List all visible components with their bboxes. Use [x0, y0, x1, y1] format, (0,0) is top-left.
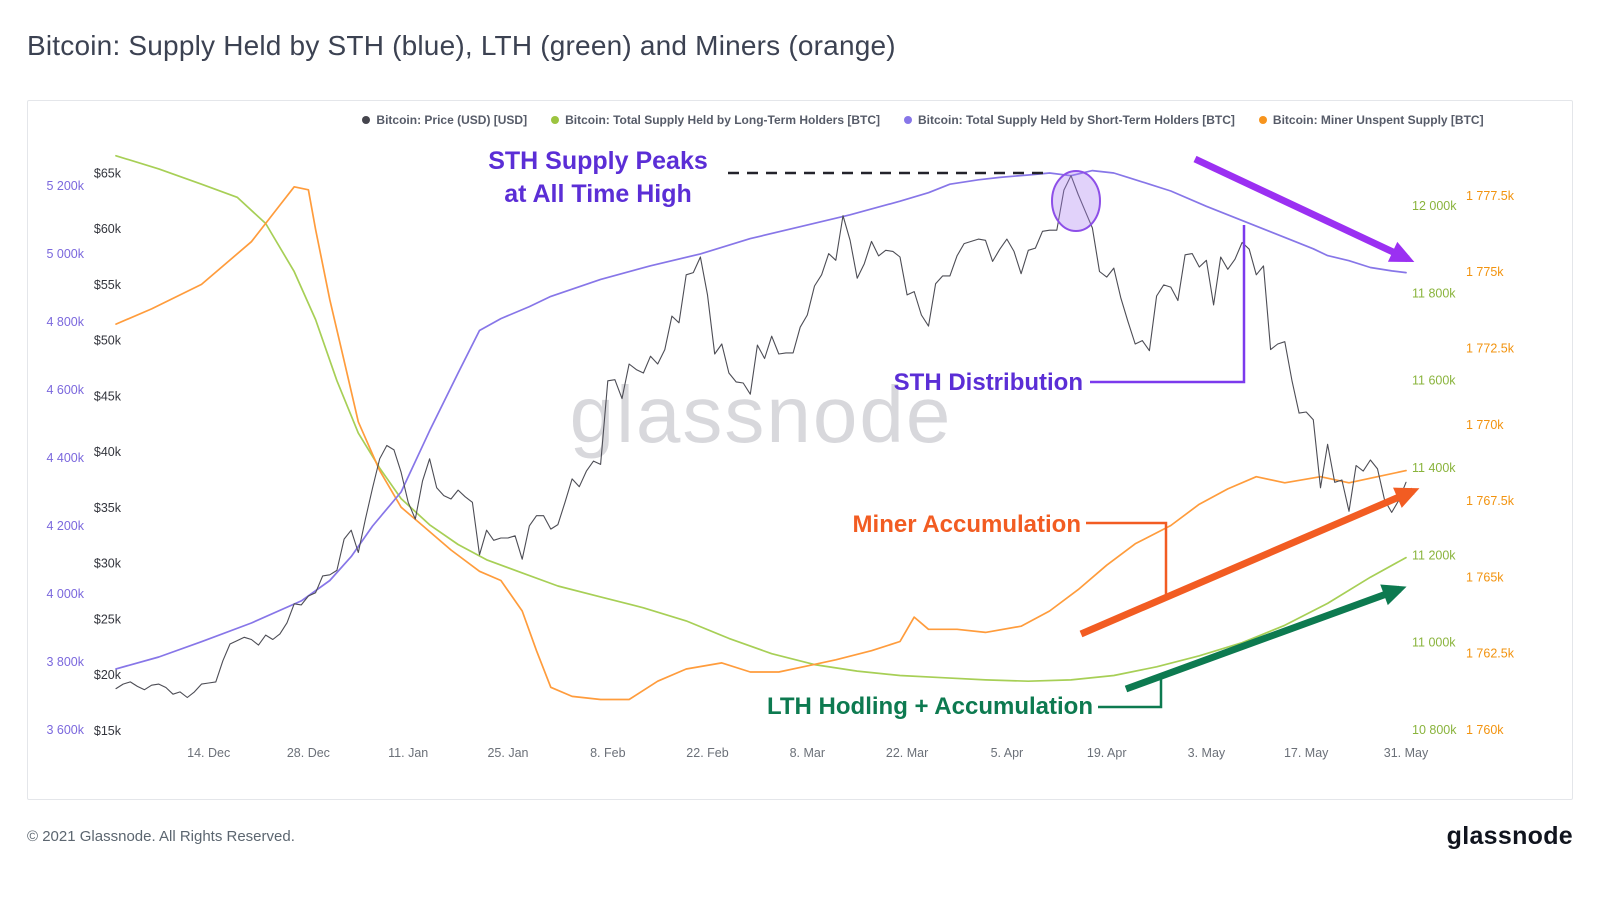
sth-distribution-arrow — [1193, 155, 1415, 263]
x-tick-date: 11. Jan — [388, 746, 428, 760]
sth-distribution-connector-line — [1090, 225, 1246, 384]
miner-series-line — [115, 185, 1407, 701]
annotation-shapes — [728, 155, 1420, 709]
legend-item-sth[interactable]: Bitcoin: Total Supply Held by Short-Term… — [904, 113, 1235, 127]
y-tick-price: $60k — [94, 222, 122, 236]
legend-label-miner: Bitcoin: Miner Unspent Supply [BTC] — [1272, 113, 1484, 127]
chart-plot[interactable]: $65k $60k $55k $50k $45k $40k $35k $30k $25k $20k… — [28, 101, 1574, 801]
x-tick-date: 8. Mar — [790, 746, 825, 760]
legend-item-miner[interactable]: Bitcoin: Miner Unspent Supply [BTC] — [1258, 113, 1484, 127]
sth-series-line — [115, 169, 1407, 670]
y-tick-price: $40k — [94, 445, 122, 459]
y-tick-lth: 11 600k — [1412, 374, 1456, 388]
y-tick-miner: 1 770k — [1466, 418, 1504, 432]
y-tick-price: $30k — [94, 557, 122, 571]
x-tick-date: 25. Jan — [487, 746, 528, 760]
ath-highlight-circle — [1051, 170, 1101, 232]
price-series-line — [115, 175, 1407, 699]
x-tick-date: 28. Dec — [287, 746, 330, 760]
x-tick-date: 22. Mar — [886, 746, 928, 760]
x-tick-date: 17. May — [1284, 746, 1329, 760]
y-tick-sth: 3 600k — [46, 723, 84, 737]
page-footer: © 2021 Glassnode. All Rights Reserved. g… — [27, 822, 1573, 851]
y-tick-price: $55k — [94, 278, 122, 292]
y-tick-lth: 11 400k — [1412, 461, 1456, 475]
lth-series-line — [115, 154, 1407, 683]
y-tick-price: $65k — [94, 166, 122, 180]
chart-card: glassnode $65k $60k $55k $50k $45k $40k $35k $3… — [27, 100, 1573, 800]
x-tick-date: 31. May — [1384, 746, 1429, 760]
miner-accumulation-arrow — [1079, 487, 1420, 638]
y-tick-sth: 5 200k — [46, 179, 84, 193]
legend-dot-lth — [551, 116, 560, 124]
glassnode-logo[interactable]: glassnode — [1446, 822, 1573, 850]
legend-dot-price — [362, 116, 371, 124]
annotation-miner-accumulation: Miner Accumulation — [852, 511, 1081, 538]
annotation-sth-distribution: STH Distribution — [893, 369, 1083, 396]
x-tick-date: 22. Feb — [686, 746, 728, 760]
y-tick-price: $35k — [94, 501, 122, 515]
miner-accumulation-connector-line — [1086, 521, 1168, 595]
annotation-sth-supply-peaks-line2: at All Time High — [504, 179, 692, 208]
legend-item-lth[interactable]: Bitcoin: Total Supply Held by Long-Term … — [551, 113, 880, 127]
y-tick-price: $50k — [94, 334, 122, 348]
y-tick-price: $25k — [94, 612, 122, 626]
y-tick-sth: 5 000k — [46, 247, 84, 261]
x-tick-date: 19. Apr — [1087, 746, 1127, 760]
x-tick-date: 3. May — [1188, 746, 1226, 760]
x-tick-date: 8. Feb — [590, 746, 625, 760]
y-tick-sth: 4 600k — [46, 383, 84, 397]
lth-accumulation-arrow — [1124, 584, 1407, 693]
x-tick-date: 14. Dec — [187, 746, 230, 760]
legend-label-sth: Bitcoin: Total Supply Held by Short-Term… — [918, 113, 1235, 127]
y-tick-price: $20k — [94, 668, 122, 682]
annotation-sth-supply-peaks: STH Supply Peaks at All Time High — [428, 145, 768, 210]
y-tick-miner: 1 762.5k — [1466, 647, 1515, 661]
y-tick-miner: 1 765k — [1466, 570, 1504, 584]
series-lines — [115, 154, 1407, 701]
annotation-lth-hodling: LTH Hodling + Accumulation — [767, 693, 1093, 720]
y-tick-miner: 1 767.5k — [1466, 494, 1515, 508]
legend-label-price: Bitcoin: Price (USD) [USD] — [376, 113, 528, 127]
y-tick-lth: 10 800k — [1412, 723, 1457, 737]
y-tick-price: $45k — [94, 389, 122, 403]
chart-legend: Bitcoin: Price (USD) [USD] Bitcoin: Total… — [278, 113, 1568, 127]
y-tick-miner: 1 775k — [1466, 265, 1504, 279]
y-tick-miner: 1 777.5k — [1466, 189, 1515, 203]
legend-label-lth: Bitcoin: Total Supply Held by Long-Term … — [565, 113, 880, 127]
y-tick-sth: 4 200k — [46, 519, 84, 533]
legend-dot-miner — [1258, 116, 1267, 124]
y-tick-miner: 1 772.5k — [1466, 342, 1515, 356]
axis-ticks: $65k $60k $55k $50k $45k $40k $35k $30k $25k $20k… — [46, 166, 1514, 760]
y-tick-miner: 1 760k — [1466, 723, 1504, 737]
y-tick-lth: 11 800k — [1412, 286, 1456, 300]
annotation-sth-supply-peaks-line1: STH Supply Peaks — [488, 147, 708, 175]
y-tick-lth: 12 000k — [1412, 199, 1457, 213]
chart-area: glassnode $65k $60k $55k $50k $45k $40k $35k $3… — [28, 101, 1574, 801]
legend-item-price[interactable]: Bitcoin: Price (USD) [USD] — [362, 113, 527, 127]
y-tick-sth: 4 400k — [46, 451, 84, 465]
y-tick-lth: 11 000k — [1412, 636, 1456, 650]
glassnode-watermark: glassnode — [569, 370, 953, 459]
lth-accumulation-connector-line — [1098, 677, 1163, 709]
y-tick-sth: 4 800k — [46, 315, 84, 329]
legend-dot-sth — [904, 116, 912, 124]
y-tick-sth: 4 000k — [46, 587, 84, 601]
page-title: Bitcoin: Supply Held by STH (blue), LTH … — [27, 30, 896, 61]
y-tick-lth: 11 200k — [1412, 548, 1456, 562]
x-tick-date: 5. Apr — [991, 746, 1024, 760]
y-tick-price: $15k — [94, 724, 122, 738]
y-tick-sth: 3 800k — [46, 655, 84, 669]
copyright-text: © 2021 Glassnode. All Rights Reserved. — [27, 828, 295, 845]
